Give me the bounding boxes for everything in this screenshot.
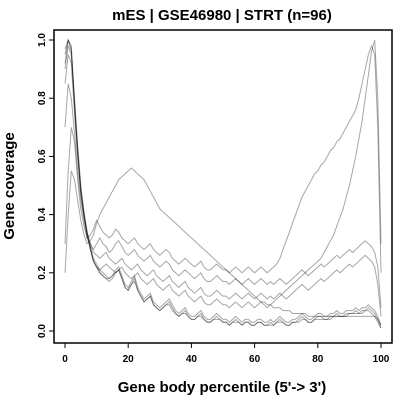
series-line-3 <box>64 83 382 308</box>
x-tick-label-4: 80 <box>312 354 324 365</box>
y-axis-label: Gene coverage <box>1 132 18 240</box>
x-axis-label: Gene body percentile (5'-> 3') <box>118 379 326 396</box>
series-line-1 <box>64 38 382 329</box>
series-line-4 <box>64 44 382 274</box>
x-tick-label-0: 0 <box>62 354 68 365</box>
x-tick-label-1: 20 <box>123 354 135 365</box>
y-tick-label-4: 0.8 <box>37 91 48 105</box>
ticks-layer: 0 20 40 60 80 100 0.0 0.2 0.4 0.6 0.8 1.0 <box>37 33 390 365</box>
y-tick-label-3: 0.6 <box>37 149 48 163</box>
series-line-7 <box>64 38 382 329</box>
y-tick-label-2: 0.4 <box>37 207 48 221</box>
series-layer <box>64 38 382 329</box>
x-tick-label-5: 100 <box>373 354 390 365</box>
y-tick-label-0: 0.0 <box>37 324 48 338</box>
chart-title: mES | GSE46980 | STRT (n=96) <box>112 7 332 24</box>
series-line-6 <box>64 39 382 309</box>
series-line-2 <box>64 39 382 326</box>
y-tick-label-5: 1.0 <box>37 33 48 47</box>
y-tick-label-1: 0.2 <box>37 265 48 279</box>
x-tick-label-2: 40 <box>186 354 198 365</box>
series-line-8 <box>64 45 382 317</box>
x-tick-label-3: 60 <box>249 354 261 365</box>
series-line-5 <box>64 167 382 326</box>
plot-frame <box>53 29 393 344</box>
